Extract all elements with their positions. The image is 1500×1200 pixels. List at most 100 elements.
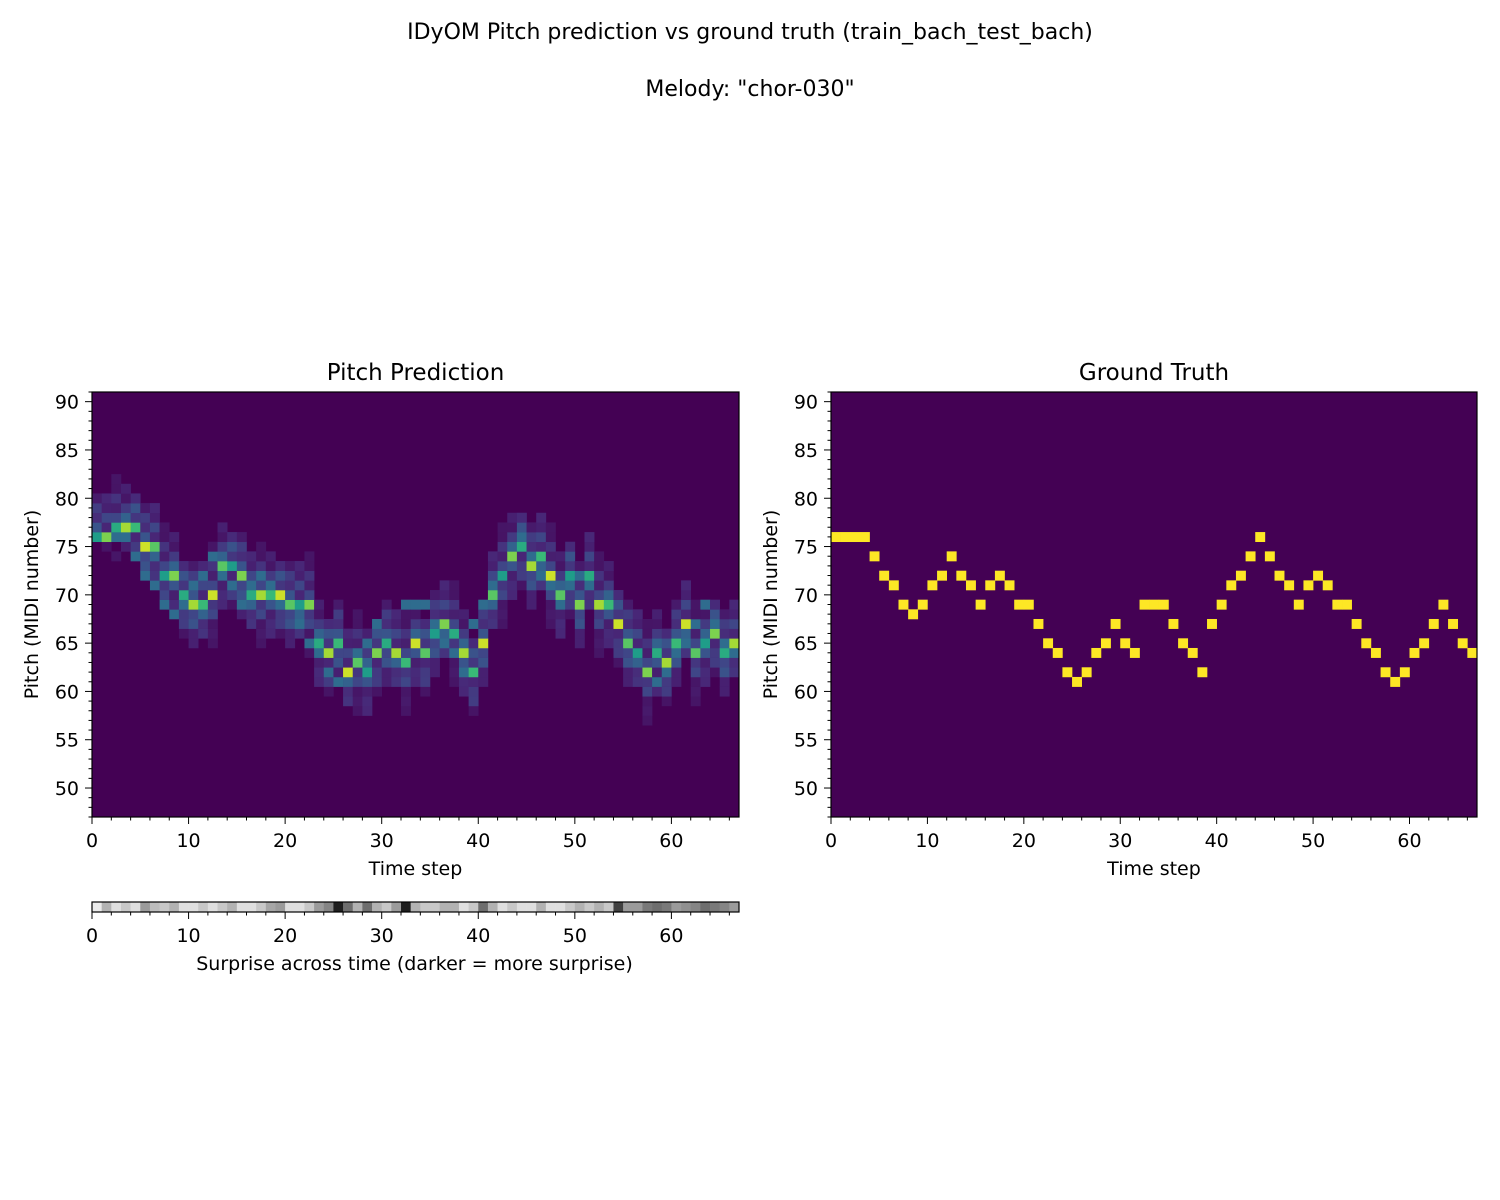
prediction-cell	[536, 551, 547, 562]
prediction-cell	[140, 522, 151, 533]
y-tick-label: 50	[794, 778, 818, 800]
prediction-cell	[545, 590, 556, 600]
y-tick-label: 70	[55, 585, 79, 607]
prediction-cell	[613, 628, 624, 639]
prediction-cell	[439, 638, 450, 649]
prediction-cell	[178, 618, 189, 629]
ground-truth-cell	[1168, 618, 1179, 629]
prediction-cell	[632, 667, 643, 678]
prediction-cell	[642, 618, 653, 629]
ground-truth-cell	[1149, 599, 1160, 610]
prediction-cell	[449, 638, 460, 649]
prediction-cell	[207, 599, 218, 610]
prediction-cell	[555, 580, 566, 591]
y-tick-label: 80	[794, 488, 818, 510]
prediction-cell	[169, 570, 180, 581]
ground-truth-cell	[1332, 599, 1343, 610]
prediction-cell	[623, 667, 634, 678]
prediction-cell	[671, 609, 682, 620]
prediction-cell	[545, 609, 556, 620]
prediction-cell	[401, 618, 411, 629]
prediction-cell	[661, 686, 672, 697]
prediction-cell	[671, 628, 682, 639]
prediction-cell	[372, 676, 383, 687]
prediction-cell	[256, 541, 267, 552]
prediction-cell	[352, 676, 363, 687]
prediction-cell	[420, 628, 431, 639]
prediction-cell	[217, 561, 228, 571]
prediction-cell	[323, 638, 334, 649]
prediction-cell	[410, 667, 421, 678]
surprise-cell	[729, 902, 740, 912]
prediction-cell	[236, 609, 247, 620]
ground-truth-cell	[1072, 676, 1082, 687]
prediction-cell	[246, 618, 257, 629]
surprise-cell	[246, 902, 257, 912]
prediction-cell	[265, 599, 276, 610]
surprise-cell	[178, 902, 189, 912]
prediction-cell	[661, 628, 672, 639]
surprise-cell	[690, 902, 701, 912]
prediction-cell	[294, 580, 305, 591]
prediction-cell	[642, 715, 653, 726]
prediction-cell	[207, 618, 218, 629]
prediction-cell	[671, 599, 682, 610]
prediction-cell	[169, 532, 180, 543]
prediction-cell	[555, 618, 566, 629]
prediction-cell	[111, 522, 122, 533]
prediction-cell	[381, 676, 392, 687]
prediction-cell	[92, 532, 102, 543]
prediction-cell	[603, 618, 614, 629]
x-tick-label: 20	[273, 925, 297, 947]
prediction-cell	[178, 628, 189, 639]
heatmap-cells	[831, 532, 1478, 687]
prediction-cell	[265, 570, 276, 581]
y-tick-label: 65	[794, 633, 818, 655]
prediction-cell	[661, 638, 672, 649]
prediction-cell	[246, 551, 257, 562]
prediction-cell	[681, 609, 692, 620]
prediction-cell	[169, 561, 180, 571]
prediction-cell	[159, 599, 170, 610]
prediction-cell	[333, 628, 344, 639]
y-tick-label: 75	[55, 537, 79, 559]
prediction-cell	[285, 570, 296, 581]
prediction-cell	[574, 599, 585, 610]
prediction-cell	[429, 609, 440, 620]
prediction-cell	[719, 618, 730, 629]
prediction-cell	[401, 628, 411, 639]
prediction-cell	[603, 580, 614, 591]
ground-truth-cell	[1467, 647, 1478, 658]
prediction-cell	[565, 541, 576, 552]
prediction-cell	[429, 638, 440, 649]
prediction-cell	[391, 647, 402, 658]
prediction-cell	[120, 493, 131, 504]
prediction-cell	[391, 609, 402, 620]
prediction-cell	[671, 638, 682, 649]
prediction-cell	[584, 551, 595, 562]
prediction-cell	[149, 561, 160, 571]
prediction-cell	[101, 503, 112, 514]
surprise-cell	[304, 902, 315, 912]
prediction-cell	[681, 638, 692, 649]
prediction-cell	[159, 522, 170, 533]
prediction-cell	[487, 551, 498, 562]
prediction-cell	[429, 628, 440, 639]
prediction-cell	[700, 628, 711, 639]
prediction-cell	[169, 580, 180, 591]
prediction-cell	[526, 561, 537, 571]
prediction-cell	[700, 647, 711, 658]
prediction-cell	[516, 580, 527, 591]
prediction-cell	[700, 657, 711, 668]
prediction-cell	[188, 590, 199, 600]
prediction-cell	[729, 638, 740, 649]
x-tick-label: 10	[176, 830, 200, 852]
ground-truth-cell	[1014, 599, 1025, 610]
prediction-cell	[333, 647, 344, 658]
surprise-cell	[92, 902, 102, 912]
prediction-cell	[140, 532, 151, 543]
prediction-cell	[188, 599, 199, 610]
prediction-cell	[265, 618, 276, 629]
prediction-cell	[700, 667, 711, 678]
prediction-cell	[487, 609, 498, 620]
